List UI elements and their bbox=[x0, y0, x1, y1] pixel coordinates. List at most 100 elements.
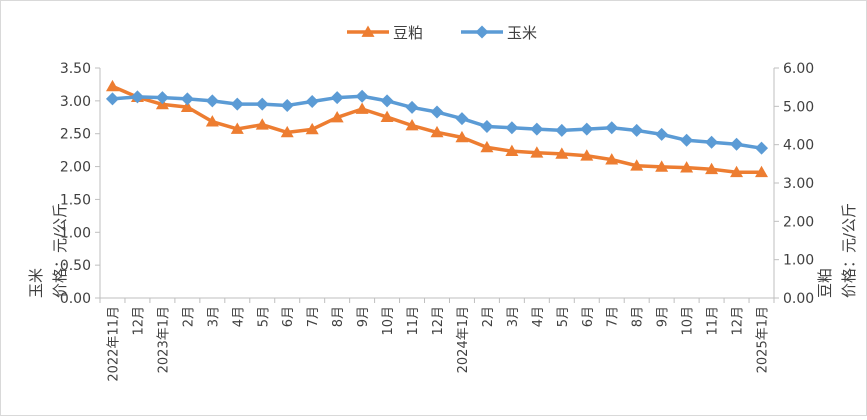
x-axis-tick-label: 9月 bbox=[356, 306, 371, 327]
data-point bbox=[505, 144, 519, 157]
legend-label: 豆粕 bbox=[393, 24, 423, 42]
left-axis-tick-label: 3.00 bbox=[60, 94, 91, 110]
data-point bbox=[555, 123, 569, 137]
data-point bbox=[655, 160, 669, 172]
data-point bbox=[605, 121, 619, 135]
data-point bbox=[705, 135, 719, 149]
x-axis-tick-label: 5月 bbox=[256, 306, 271, 327]
data-point bbox=[455, 112, 469, 126]
right-axis-tick-label: 1.00 bbox=[783, 253, 814, 269]
x-axis-tick-label: 5月 bbox=[556, 306, 571, 327]
x-axis-tick-label: 2月 bbox=[481, 306, 496, 327]
x-axis-tick-label: 2024年1月 bbox=[456, 306, 471, 373]
left-axis-title: 玉米 bbox=[27, 268, 45, 298]
data-point bbox=[361, 25, 375, 37]
x-axis-tick-label: 11月 bbox=[406, 306, 421, 336]
left-axis-tick-label: 1.00 bbox=[60, 225, 91, 241]
x-axis-tick-label: 6月 bbox=[281, 306, 296, 327]
data-point bbox=[155, 91, 169, 105]
data-point bbox=[105, 79, 119, 92]
data-point bbox=[755, 165, 769, 178]
x-axis-tick-label: 10月 bbox=[381, 306, 396, 336]
x-axis-tick-label: 7月 bbox=[606, 306, 621, 327]
data-point bbox=[255, 118, 269, 130]
data-point bbox=[555, 147, 569, 159]
left-axis-tick-label: 1.50 bbox=[60, 192, 91, 208]
x-axis-tick-label: 2月 bbox=[181, 306, 196, 327]
data-point bbox=[680, 133, 694, 147]
right-axis-title: 价格：元/公斤 bbox=[840, 203, 858, 298]
data-point bbox=[205, 115, 219, 127]
x-axis-tick-label: 2022年11月 bbox=[106, 306, 121, 382]
left-axis-tick-label: 3.50 bbox=[60, 61, 91, 77]
data-point bbox=[605, 153, 619, 165]
data-point bbox=[480, 119, 494, 133]
data-point bbox=[730, 165, 744, 178]
data-point bbox=[130, 90, 144, 104]
x-axis-tick-label: 4月 bbox=[231, 306, 246, 327]
data-point bbox=[480, 140, 494, 153]
data-point bbox=[655, 127, 669, 141]
left-axis-tick-label: 0.50 bbox=[60, 258, 91, 274]
x-axis-tick-label: 12月 bbox=[431, 306, 446, 336]
data-point bbox=[305, 122, 319, 135]
data-point bbox=[405, 100, 419, 114]
data-point bbox=[530, 146, 544, 158]
x-axis-tick-label: 10月 bbox=[681, 306, 696, 336]
x-axis-tick-label: 2023年1月 bbox=[156, 306, 171, 373]
data-point bbox=[380, 94, 394, 108]
x-axis-tick-label: 11月 bbox=[706, 306, 721, 336]
data-point bbox=[680, 161, 694, 173]
data-point bbox=[280, 98, 294, 112]
data-point bbox=[580, 122, 594, 136]
data-point bbox=[355, 102, 369, 114]
data-point bbox=[430, 125, 444, 138]
x-axis-tick-label: 4月 bbox=[531, 306, 546, 327]
data-point bbox=[475, 25, 489, 39]
data-point bbox=[230, 122, 244, 134]
x-axis-tick-label: 9月 bbox=[656, 306, 671, 327]
right-axis-tick-label: 0.00 bbox=[783, 291, 814, 307]
data-point bbox=[180, 100, 194, 112]
data-point bbox=[705, 162, 719, 175]
data-point bbox=[205, 94, 219, 108]
data-point bbox=[280, 125, 294, 138]
data-point bbox=[530, 122, 544, 136]
data-point bbox=[305, 95, 319, 109]
x-axis-tick-label: 12月 bbox=[131, 306, 146, 336]
data-point bbox=[230, 97, 244, 111]
x-axis-tick-label: 3月 bbox=[506, 306, 521, 327]
data-point bbox=[430, 105, 444, 119]
right-axis-tick-label: 2.00 bbox=[783, 214, 814, 230]
data-point bbox=[630, 123, 644, 137]
x-axis-tick-label: 8月 bbox=[631, 306, 646, 327]
right-axis-tick-label: 3.00 bbox=[783, 176, 814, 192]
data-point bbox=[380, 110, 394, 122]
data-point bbox=[105, 92, 119, 106]
right-axis-tick-label: 6.00 bbox=[783, 61, 814, 77]
left-axis-title: 价格：元/公斤 bbox=[51, 203, 69, 298]
data-point bbox=[180, 92, 194, 106]
left-axis-tick-label: 2.50 bbox=[60, 127, 91, 143]
data-point bbox=[630, 159, 644, 171]
x-axis-tick-label: 7月 bbox=[306, 306, 321, 327]
data-point bbox=[730, 137, 744, 151]
x-axis-tick-label: 2025年1月 bbox=[756, 306, 771, 373]
data-point bbox=[455, 130, 469, 143]
right-axis-tick-label: 5.00 bbox=[783, 99, 814, 115]
right-axis-title: 豆粕 bbox=[816, 268, 834, 298]
left-axis-tick-label: 0.00 bbox=[60, 291, 91, 307]
data-point bbox=[405, 119, 419, 131]
data-point bbox=[755, 141, 769, 155]
left-axis-tick-label: 2.00 bbox=[60, 160, 91, 176]
legend-label: 玉米 bbox=[507, 24, 537, 42]
data-point bbox=[505, 121, 519, 135]
data-point bbox=[330, 110, 344, 123]
data-point bbox=[330, 91, 344, 105]
x-axis-tick-label: 6月 bbox=[581, 306, 596, 327]
x-axis-tick-label: 3月 bbox=[206, 306, 221, 327]
data-point bbox=[355, 89, 369, 103]
right-axis-tick-label: 4.00 bbox=[783, 138, 814, 154]
